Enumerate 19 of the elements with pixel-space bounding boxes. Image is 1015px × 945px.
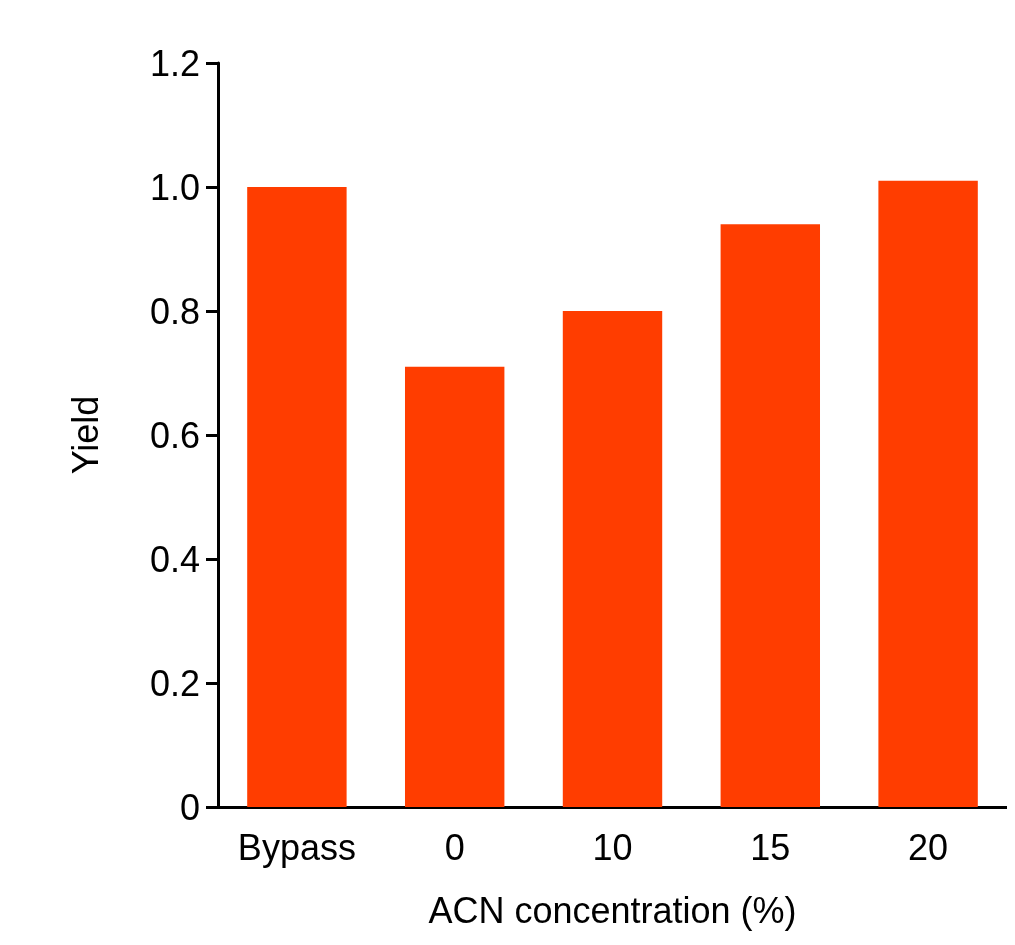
y-tick-label: 0	[179, 786, 200, 828]
x-axis-title: ACN concentration (%)	[428, 889, 797, 931]
bar	[404, 366, 505, 807]
bar	[247, 187, 347, 807]
y-tick-label: 1.0	[149, 166, 200, 208]
bar	[720, 224, 821, 807]
x-tick-label: Bypass	[237, 826, 356, 868]
y-tick-label: 0.4	[149, 538, 200, 580]
y-tick-label: 0.2	[149, 662, 200, 704]
x-tick-label: 15	[750, 826, 791, 868]
y-tick-label: 1.2	[149, 42, 200, 84]
bar	[878, 180, 978, 807]
x-tick-label: 20	[908, 826, 949, 868]
bar	[562, 311, 663, 807]
y-tick-label: 0.8	[149, 290, 200, 332]
y-tick-label: 0.6	[149, 414, 200, 456]
x-tick-label: 10	[592, 826, 633, 868]
y-axis-title: Yield	[64, 395, 106, 475]
x-tick-label: 0	[444, 826, 465, 868]
